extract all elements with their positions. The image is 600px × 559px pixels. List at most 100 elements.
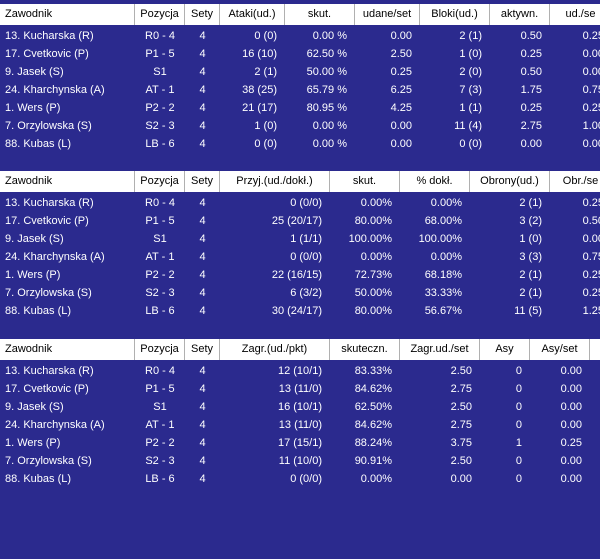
table-cell: 1 (0) xyxy=(254,120,277,132)
table-cell: 17. Cvetkovic (P) xyxy=(5,48,89,60)
table-cell: 2.75 xyxy=(450,419,472,431)
table-cell: 0.50 xyxy=(520,66,542,78)
table-cell: 1 (0) xyxy=(519,233,542,245)
table-cell: P1 - 5 xyxy=(145,383,175,395)
table-cell: 4 xyxy=(199,48,206,60)
table-cell: 0.00% xyxy=(430,251,462,263)
column-header: skut. xyxy=(330,171,400,192)
table-cell: 2 (1) xyxy=(254,66,277,78)
column-header: ud./se xyxy=(550,4,600,25)
column-header: udane/set xyxy=(355,4,420,25)
table-cell: 88. Kubas (L) xyxy=(5,473,72,485)
table-cell: 0.00 xyxy=(450,473,472,485)
table-cell: 0.00 xyxy=(390,138,412,150)
table-cell: 0.00 xyxy=(560,365,582,377)
table-cell: 3.75 xyxy=(450,437,472,449)
table-cell: 83.33% xyxy=(354,365,392,377)
table-cell: 9. Jasek (S) xyxy=(5,233,64,245)
table-cell: 1.25 xyxy=(582,305,600,317)
table-cell: 0.25 xyxy=(582,269,600,281)
table-cell: 38 (25) xyxy=(242,84,277,96)
table-cell: 0.00 xyxy=(520,138,542,150)
table-cell: 1.00 xyxy=(582,120,600,132)
table-cell: 6.25 xyxy=(390,84,412,96)
column-header: Sety xyxy=(185,171,220,192)
table-cell: 1 (0) xyxy=(459,48,482,60)
table-cell: 100.00% xyxy=(348,233,392,245)
table-cell: 1. Wers (P) xyxy=(5,437,61,449)
table-cell: 25 (20/17) xyxy=(271,215,322,227)
table-cell: 0.75 xyxy=(582,84,600,96)
column-header: Zagr.(ud./pkt) xyxy=(220,339,330,360)
table-cell: 0 (0/0) xyxy=(290,251,322,263)
table-cell: 0.00 xyxy=(560,473,582,485)
table-cell: 0 (0) xyxy=(254,30,277,42)
table-cell: 11 (4) xyxy=(454,120,482,132)
column-header: Ataki(ud.) xyxy=(220,4,285,25)
table-cell: 4 xyxy=(199,251,206,263)
table-cell: 0.00% xyxy=(360,251,392,263)
table-cell: AT - 1 xyxy=(145,419,175,431)
table-cell: 1 (1/1) xyxy=(290,233,322,245)
table-cell: 0 xyxy=(515,419,522,431)
table-cell: 0.00 xyxy=(560,401,582,413)
table-cell: 0.00 % xyxy=(312,138,347,150)
table-cell: 7 (3) xyxy=(459,84,482,96)
table-cell: AT - 1 xyxy=(145,251,175,263)
table-cell: 90.91% xyxy=(354,455,392,467)
table-cell: 21 (17) xyxy=(242,102,277,114)
table-cell: 65.79 % xyxy=(306,84,347,96)
table-cell: 4 xyxy=(199,269,206,281)
table-cell: 0.75 xyxy=(582,251,600,263)
table-cell: 30 (24/17) xyxy=(271,305,322,317)
table-cell: 0 (0/0) xyxy=(290,473,322,485)
table-cell: 13 (11/0) xyxy=(278,419,322,431)
column-header: Asy xyxy=(480,339,530,360)
table-cell: 88.24% xyxy=(354,437,392,449)
table-cell: 2.50 xyxy=(450,455,472,467)
column-header: Asy/set xyxy=(530,339,590,360)
table-cell: 0.00% xyxy=(430,197,462,209)
table-cell: 1 (1) xyxy=(459,102,482,114)
table-cell: 0 (0) xyxy=(459,138,482,150)
table-cell: LB - 6 xyxy=(145,305,175,317)
table-cell: 4 xyxy=(199,66,206,78)
table-cell: 33.33% xyxy=(424,287,462,299)
table-cell: 0 (0) xyxy=(254,138,277,150)
table-cell: 0.25 xyxy=(582,197,600,209)
table-header xyxy=(0,339,600,360)
table-cell: 88. Kubas (L) xyxy=(5,138,72,150)
table-cell: P1 - 5 xyxy=(145,48,175,60)
table-cell: 4.25 xyxy=(390,102,412,114)
column-header: skuteczn. xyxy=(330,339,400,360)
table-header xyxy=(0,4,600,25)
table-cell: 4 xyxy=(199,383,206,395)
table-cell: 56.67% xyxy=(424,305,462,317)
table-cell: S2 - 3 xyxy=(145,455,175,467)
column-header-empty xyxy=(590,339,600,360)
table-cell: 9. Jasek (S) xyxy=(5,66,64,78)
table-cell: 4 xyxy=(199,120,206,132)
table-cell: 17. Cvetkovic (P) xyxy=(5,215,89,227)
table-cell: 3 (3) xyxy=(519,251,542,263)
column-header: Pozycja xyxy=(135,4,185,25)
table-cell: 0.00 xyxy=(390,120,412,132)
column-header: skut. xyxy=(285,4,355,25)
table-cell: 4 xyxy=(199,215,206,227)
table-cell: 0.00 xyxy=(560,383,582,395)
table-cell: 4 xyxy=(199,305,206,317)
table-cell: LB - 6 xyxy=(145,473,175,485)
table-cell: 62.50 % xyxy=(306,48,347,60)
table-cell: LB - 6 xyxy=(145,138,175,150)
table-cell: 0 xyxy=(515,401,522,413)
table-cell: 13 (11/0) xyxy=(278,383,322,395)
table-cell: 1.75 xyxy=(520,84,542,96)
table-cell: 50.00% xyxy=(354,287,392,299)
table-cell: 24. Kharchynska (A) xyxy=(5,251,105,263)
table-cell: 0.25 xyxy=(582,102,600,114)
column-header: Zawodnik xyxy=(0,4,135,25)
table-cell: 0.00 xyxy=(560,419,582,431)
table-cell: 0.00% xyxy=(360,473,392,485)
table-cell: 13. Kucharska (R) xyxy=(5,30,94,42)
table-cell: P2 - 2 xyxy=(145,102,175,114)
